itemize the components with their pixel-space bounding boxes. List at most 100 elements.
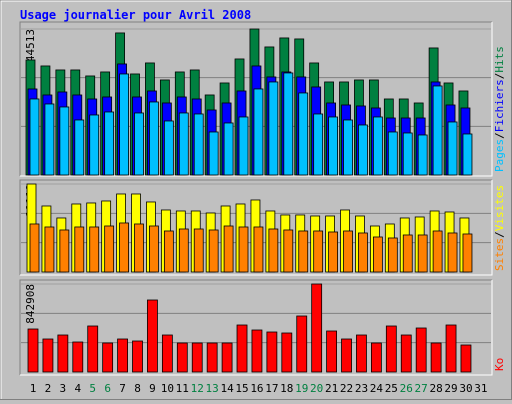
bar bbox=[119, 222, 129, 273]
panel-shadow bbox=[19, 21, 492, 176]
legend-entry: Hits bbox=[493, 46, 506, 73]
bar bbox=[193, 113, 204, 176]
bar bbox=[163, 230, 174, 273]
bar bbox=[328, 231, 339, 273]
bar bbox=[178, 112, 189, 176]
x-tick-label: 7 bbox=[119, 382, 126, 395]
bar bbox=[266, 331, 278, 373]
bar bbox=[238, 116, 249, 176]
x-tick-label: 20 bbox=[310, 382, 323, 395]
x-tick-label: 16 bbox=[250, 382, 263, 395]
x-tick-label: 19 bbox=[295, 382, 308, 395]
bar bbox=[147, 299, 158, 373]
bar bbox=[72, 341, 84, 373]
bar bbox=[417, 134, 428, 176]
bar bbox=[283, 229, 294, 273]
bar bbox=[134, 112, 144, 176]
bar bbox=[281, 332, 293, 373]
x-tick-label: 2 bbox=[45, 382, 52, 395]
x-tick-label: 10 bbox=[161, 382, 174, 395]
bar bbox=[313, 230, 324, 273]
bar bbox=[87, 325, 99, 373]
bar bbox=[236, 324, 248, 373]
legend-entry: Fichiers bbox=[493, 79, 506, 132]
bar bbox=[268, 228, 279, 273]
bar bbox=[29, 98, 40, 176]
bar bbox=[402, 234, 413, 273]
legend-entry: Ko bbox=[493, 358, 506, 371]
x-tick-label: 27 bbox=[415, 382, 428, 395]
bar bbox=[296, 315, 308, 373]
bar bbox=[238, 226, 249, 273]
legend: Ko bbox=[493, 358, 506, 371]
bar bbox=[387, 237, 398, 273]
bar bbox=[176, 342, 188, 373]
chart-title: Usage journalier pour Avril 2008 bbox=[20, 8, 251, 22]
x-tick-label: 31 bbox=[474, 382, 487, 395]
bar bbox=[89, 226, 100, 273]
bar bbox=[415, 327, 427, 373]
bar bbox=[44, 103, 55, 176]
x-tick-label: 22 bbox=[340, 382, 353, 395]
bar bbox=[298, 92, 309, 176]
bar bbox=[358, 124, 368, 176]
bar bbox=[462, 133, 473, 176]
bar bbox=[447, 232, 458, 273]
bar bbox=[400, 334, 412, 373]
legend: Sites/Visites bbox=[493, 185, 506, 271]
legend-entry: Sites bbox=[493, 238, 506, 271]
bar bbox=[117, 338, 128, 373]
bar bbox=[74, 226, 85, 273]
y-tick-label: 842908 bbox=[24, 284, 37, 324]
bar bbox=[385, 325, 397, 373]
legend-separator: / bbox=[493, 132, 506, 139]
bar bbox=[102, 342, 114, 373]
bar bbox=[417, 234, 428, 273]
x-tick-label: 1 bbox=[30, 382, 37, 395]
bar bbox=[462, 233, 473, 273]
bar bbox=[149, 101, 159, 176]
bar bbox=[343, 119, 353, 176]
bar bbox=[104, 111, 115, 176]
bar bbox=[460, 344, 472, 373]
bar bbox=[253, 226, 264, 273]
bar bbox=[44, 226, 55, 273]
x-tick-label: 28 bbox=[429, 382, 442, 395]
legend-separator: / bbox=[493, 73, 506, 80]
bar bbox=[29, 223, 40, 273]
y-tick-label: 44513 bbox=[24, 29, 37, 62]
bar bbox=[430, 342, 442, 373]
x-tick-label: 18 bbox=[280, 382, 293, 395]
bar bbox=[432, 85, 443, 176]
x-tick-label: 14 bbox=[220, 382, 234, 395]
bar bbox=[27, 328, 39, 373]
bar bbox=[341, 338, 352, 373]
bar bbox=[89, 114, 100, 176]
bar bbox=[372, 236, 383, 273]
bar bbox=[57, 334, 69, 373]
bar bbox=[402, 132, 413, 176]
x-tick-label: 3 bbox=[60, 382, 67, 395]
bar bbox=[447, 121, 458, 176]
x-tick-label: 6 bbox=[104, 382, 111, 395]
bar bbox=[208, 131, 219, 176]
bar bbox=[221, 342, 233, 373]
bar bbox=[358, 232, 368, 273]
panel-highlight bbox=[20, 280, 493, 376]
bar bbox=[328, 116, 339, 176]
legend-entry: Visites bbox=[493, 185, 506, 231]
bar bbox=[119, 73, 129, 176]
bar bbox=[178, 228, 189, 273]
bar bbox=[59, 106, 70, 176]
bar bbox=[163, 120, 174, 176]
legend: Pages/Fichiers/Hits bbox=[493, 46, 506, 172]
bar bbox=[313, 113, 324, 176]
bar bbox=[370, 342, 382, 373]
legend-separator: / bbox=[493, 231, 506, 238]
bar bbox=[149, 225, 159, 273]
bar bbox=[42, 338, 54, 373]
x-tick-label: 4 bbox=[74, 382, 81, 395]
x-tick-label: 26 bbox=[400, 382, 413, 395]
x-tick-label: 25 bbox=[385, 382, 398, 395]
bar bbox=[104, 225, 115, 273]
